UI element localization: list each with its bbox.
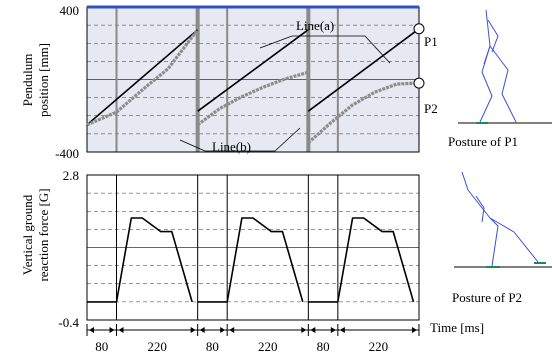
- time-arrowhead-right: [109, 327, 115, 333]
- time-arrowhead-left: [229, 327, 235, 333]
- time-arrowhead-left: [339, 327, 345, 333]
- bottom-series-1-segment-3: [308, 217, 415, 303]
- p2-arm: [475, 195, 485, 223]
- top-series-2-segment-3: [307, 81, 420, 145]
- bottom-ytick-max: 2.8: [63, 168, 79, 183]
- bottom-ytick-min: -0.4: [58, 315, 79, 330]
- bottom-plot-area: [86, 174, 420, 321]
- top-ylabel-line1: Pendulum: [20, 54, 35, 107]
- top-series-1-segment-3: [307, 28, 420, 112]
- top-series-1-segment-2: [197, 29, 309, 112]
- line-a-leader-left: [259, 35, 293, 49]
- time-arrowhead-right: [301, 327, 307, 333]
- posture-p1-stick: [458, 9, 552, 124]
- top-series-2-segment-1: [86, 28, 199, 127]
- point-marker-p2: [413, 77, 425, 89]
- time-arrowhead-right: [330, 327, 336, 333]
- bottom-ylabel-line1: Vertical ground: [20, 194, 35, 275]
- p2-torso: [461, 171, 491, 219]
- bottom-series-1-segment-2: [197, 217, 304, 303]
- p2-leg-back: [489, 217, 539, 263]
- top-plot-area: [86, 5, 425, 153]
- posture-p2-figure: [454, 171, 552, 268]
- top-series-1-segment-1: [86, 29, 199, 126]
- point-marker-p1: [413, 23, 425, 35]
- line-b-leader-right: [274, 127, 301, 152]
- bottom-plot-frame: [86, 174, 420, 321]
- line-a-leader: [364, 35, 391, 64]
- time-segment-label: 80: [95, 339, 108, 354]
- posture-p1-caption: Posture of P1: [448, 134, 519, 149]
- line-b-leader-left: [179, 139, 206, 152]
- p2-leg-front: [489, 217, 499, 267]
- time-arrowhead-left: [199, 327, 205, 333]
- time-arrowhead-left: [118, 327, 124, 333]
- p1-leg-back: [479, 45, 493, 123]
- top-series-2-segment-2: [196, 70, 309, 127]
- top-ylabel-line2: position [mm]: [36, 43, 51, 117]
- line-b-label: Line(b): [212, 139, 251, 154]
- bottom-series-1-segment-1: [87, 217, 193, 303]
- top-ytick-max: 400: [60, 3, 80, 18]
- time-segment-label: 220: [369, 339, 389, 354]
- top-ytick-min: -400: [55, 146, 79, 161]
- p1-leg-front: [489, 45, 517, 123]
- point-label-p1: P1: [424, 34, 438, 49]
- posture-p2-stick: [454, 171, 552, 268]
- time-arrowhead-left: [89, 327, 94, 333]
- posture-p1-figure: [458, 9, 552, 124]
- posture-p2-caption: Posture of P2: [452, 290, 523, 305]
- time-arrowhead-right: [412, 327, 417, 333]
- time-arrowhead-right: [220, 327, 226, 333]
- point-label-p2: P2: [424, 101, 438, 116]
- time-segment-label: 220: [147, 339, 167, 354]
- time-segment-label: 80: [317, 339, 330, 354]
- bottom-ylabel-line2: reaction force [G]: [36, 188, 51, 281]
- time-arrowhead-right: [190, 327, 196, 333]
- time-segment-label: 220: [258, 339, 278, 354]
- time-arrowhead-left: [310, 327, 316, 333]
- time-segment-axis: 80 220 80 220 80 220: [86, 324, 420, 354]
- p1-arm: [487, 19, 499, 53]
- xaxis-title: Time [ms]: [430, 320, 485, 335]
- line-a-label: Line(a): [296, 18, 335, 33]
- time-segment-label: 80: [206, 339, 219, 354]
